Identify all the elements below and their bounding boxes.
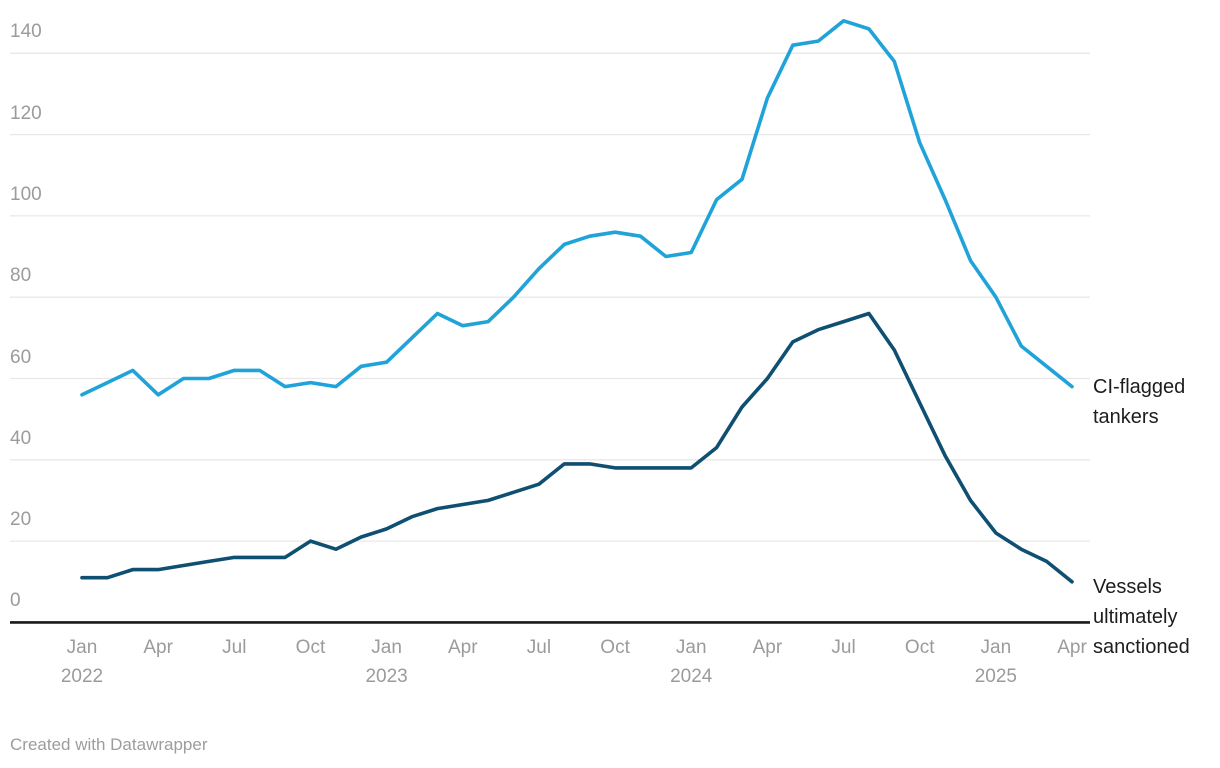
x-tick-year: 2024 — [670, 666, 713, 687]
gridlines — [10, 52, 1090, 542]
y-tick-label: 80 — [10, 265, 32, 287]
datawrapper-credit: Created with Datawrapper — [10, 735, 208, 754]
x-tick-label: Oct — [295, 637, 326, 658]
y-tick-label: 100 — [10, 183, 42, 205]
x-tick-label: Apr — [447, 637, 478, 658]
x-tick-label: Apr — [1057, 637, 1087, 658]
y-tick-label: 20 — [10, 509, 32, 531]
y-tick-label: 60 — [10, 346, 32, 368]
x-tick-label: Jan 2025 — [974, 637, 1017, 687]
x-tick-label: Oct — [904, 637, 935, 658]
x-tick-label: Apr — [752, 637, 783, 658]
series-label-ci-flagged-tankers: CI-flagged tankers — [1093, 376, 1186, 428]
series-label-vessels-ultimately-sanctioned: Vessels ultimately sanctioned — [1093, 576, 1190, 658]
x-tick-label: Jan 2023 — [365, 637, 408, 687]
y-tick-label: 40 — [10, 427, 32, 449]
x-tick-year: 2025 — [974, 666, 1017, 687]
line-vessels-ultimately-sanctioned — [80, 311, 1074, 584]
x-tick-year: 2023 — [365, 666, 408, 687]
x-tick-label: Apr — [143, 637, 173, 658]
x-tick-label: Oct — [600, 637, 630, 658]
y-tick-label: 120 — [10, 102, 42, 124]
x-tick-label: Jul — [831, 637, 856, 658]
x-tick-label: Jul — [526, 637, 552, 658]
x-tick-label: Jul — [222, 637, 247, 658]
x-tick-label: Jan 2024 — [670, 637, 713, 687]
x-tick-label: Jan 2022 — [60, 637, 104, 687]
data-lines — [80, 18, 1074, 584]
y-tick-label: 140 — [10, 21, 42, 43]
x-tick-year: 2022 — [60, 666, 104, 687]
y-tick-label: 0 — [10, 590, 21, 612]
line-ci-flagged-tankers — [80, 18, 1074, 397]
